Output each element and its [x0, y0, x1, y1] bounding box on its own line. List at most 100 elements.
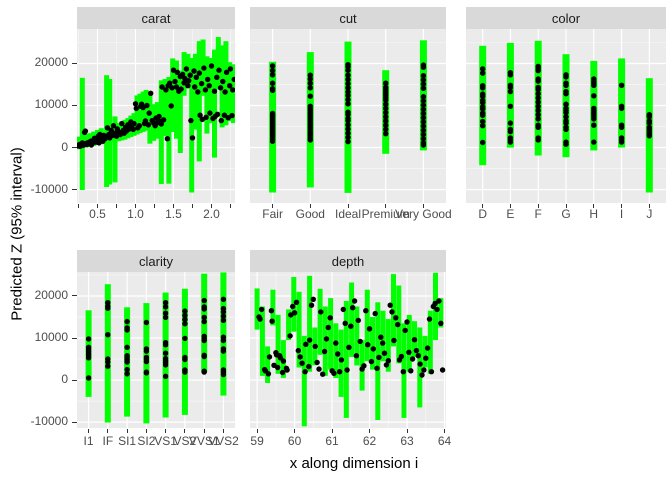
- data-point: [618, 82, 625, 88]
- data-point: [187, 72, 193, 78]
- data-point: [420, 127, 427, 133]
- data-point: [346, 344, 352, 350]
- data-point: [480, 118, 486, 125]
- x-tick-label: J: [646, 207, 653, 221]
- data-point: [146, 110, 152, 116]
- x-tick-mark: [406, 429, 408, 433]
- data-point: [387, 302, 393, 308]
- data-point: [269, 67, 276, 74]
- y-tick-mark: [72, 147, 77, 149]
- data-point: [303, 341, 309, 347]
- interval-bar: [349, 282, 355, 357]
- data-point: [391, 337, 397, 344]
- data-point: [378, 334, 384, 340]
- data-point: [340, 306, 346, 313]
- data-point: [591, 116, 597, 122]
- x-tick-label: I1: [83, 434, 94, 448]
- data-point: [182, 335, 188, 342]
- interval-bar: [204, 56, 210, 134]
- facet-strip-label: color: [551, 10, 581, 26]
- x-tick-label: VVS2: [208, 434, 239, 448]
- interval-bar: [162, 79, 168, 137]
- data-point: [220, 348, 227, 354]
- data-point: [380, 340, 386, 346]
- data-point: [345, 117, 351, 124]
- interval-bar: [618, 58, 626, 148]
- x-tick-mark: [347, 204, 349, 208]
- data-point: [220, 78, 226, 85]
- x-tick-mark: [184, 429, 186, 433]
- data-point: [646, 133, 652, 139]
- data-point: [307, 72, 313, 78]
- data-point: [480, 66, 486, 72]
- y-tick-mark: [72, 104, 77, 106]
- data-point: [269, 318, 275, 324]
- data-point: [182, 308, 188, 314]
- data-point: [535, 124, 541, 130]
- data-point: [318, 309, 324, 315]
- data-point: [168, 103, 174, 109]
- data-point: [222, 89, 228, 95]
- data-point: [325, 324, 331, 331]
- data-point: [85, 375, 92, 381]
- x-tick-label: 60: [287, 434, 302, 448]
- data-point: [220, 313, 227, 319]
- data-point: [342, 320, 348, 326]
- data-point: [143, 348, 150, 354]
- data-point: [535, 67, 541, 74]
- data-point: [82, 128, 89, 134]
- x-tick-mark: [126, 429, 128, 433]
- data-point: [287, 333, 293, 339]
- x-tick-label: 1.5: [165, 207, 182, 221]
- data-point: [618, 124, 625, 130]
- data-point: [563, 109, 569, 116]
- data-point: [345, 134, 351, 141]
- data-point: [345, 122, 351, 128]
- data-point: [182, 369, 188, 375]
- data-point: [507, 120, 514, 126]
- data-point: [162, 310, 169, 316]
- x-tick-mark: [191, 204, 193, 208]
- data-point: [124, 327, 130, 333]
- data-point: [160, 117, 167, 123]
- x-tick-mark: [88, 429, 90, 433]
- data-point: [345, 67, 351, 73]
- data-point: [345, 76, 351, 83]
- interval-bar: [506, 42, 514, 148]
- data-point: [214, 74, 220, 80]
- data-point: [415, 353, 421, 359]
- data-point: [591, 122, 597, 128]
- data-point: [535, 116, 541, 122]
- data-point: [383, 118, 389, 124]
- x-axis-title: x along dimension i: [289, 455, 419, 472]
- x-tick-label: 61: [325, 434, 339, 448]
- data-point: [480, 123, 486, 129]
- data-point: [345, 85, 351, 91]
- x-tick-mark: [256, 429, 258, 433]
- interval-bar: [147, 91, 153, 144]
- data-point: [269, 63, 276, 69]
- data-point: [143, 319, 150, 326]
- data-point: [335, 351, 341, 357]
- data-point: [85, 355, 92, 361]
- x-tick-mark: [565, 204, 567, 208]
- facet-panel-depth: [250, 272, 446, 428]
- data-point: [201, 337, 207, 344]
- data-point: [307, 76, 313, 82]
- x-tick-label: 64: [437, 434, 452, 448]
- interval-bar: [137, 93, 143, 134]
- data-point: [480, 106, 486, 112]
- data-point: [220, 371, 227, 378]
- data-point: [269, 80, 276, 86]
- data-point: [312, 343, 318, 350]
- y-tick-label: 20000: [34, 287, 68, 302]
- data-point: [185, 83, 191, 89]
- data-point: [188, 117, 194, 124]
- data-point: [420, 110, 427, 117]
- x-tick-label: Good: [295, 207, 325, 221]
- data-point: [389, 309, 395, 315]
- data-point: [162, 373, 169, 379]
- data-point: [302, 369, 308, 375]
- data-point: [563, 101, 569, 107]
- data-point: [419, 372, 425, 378]
